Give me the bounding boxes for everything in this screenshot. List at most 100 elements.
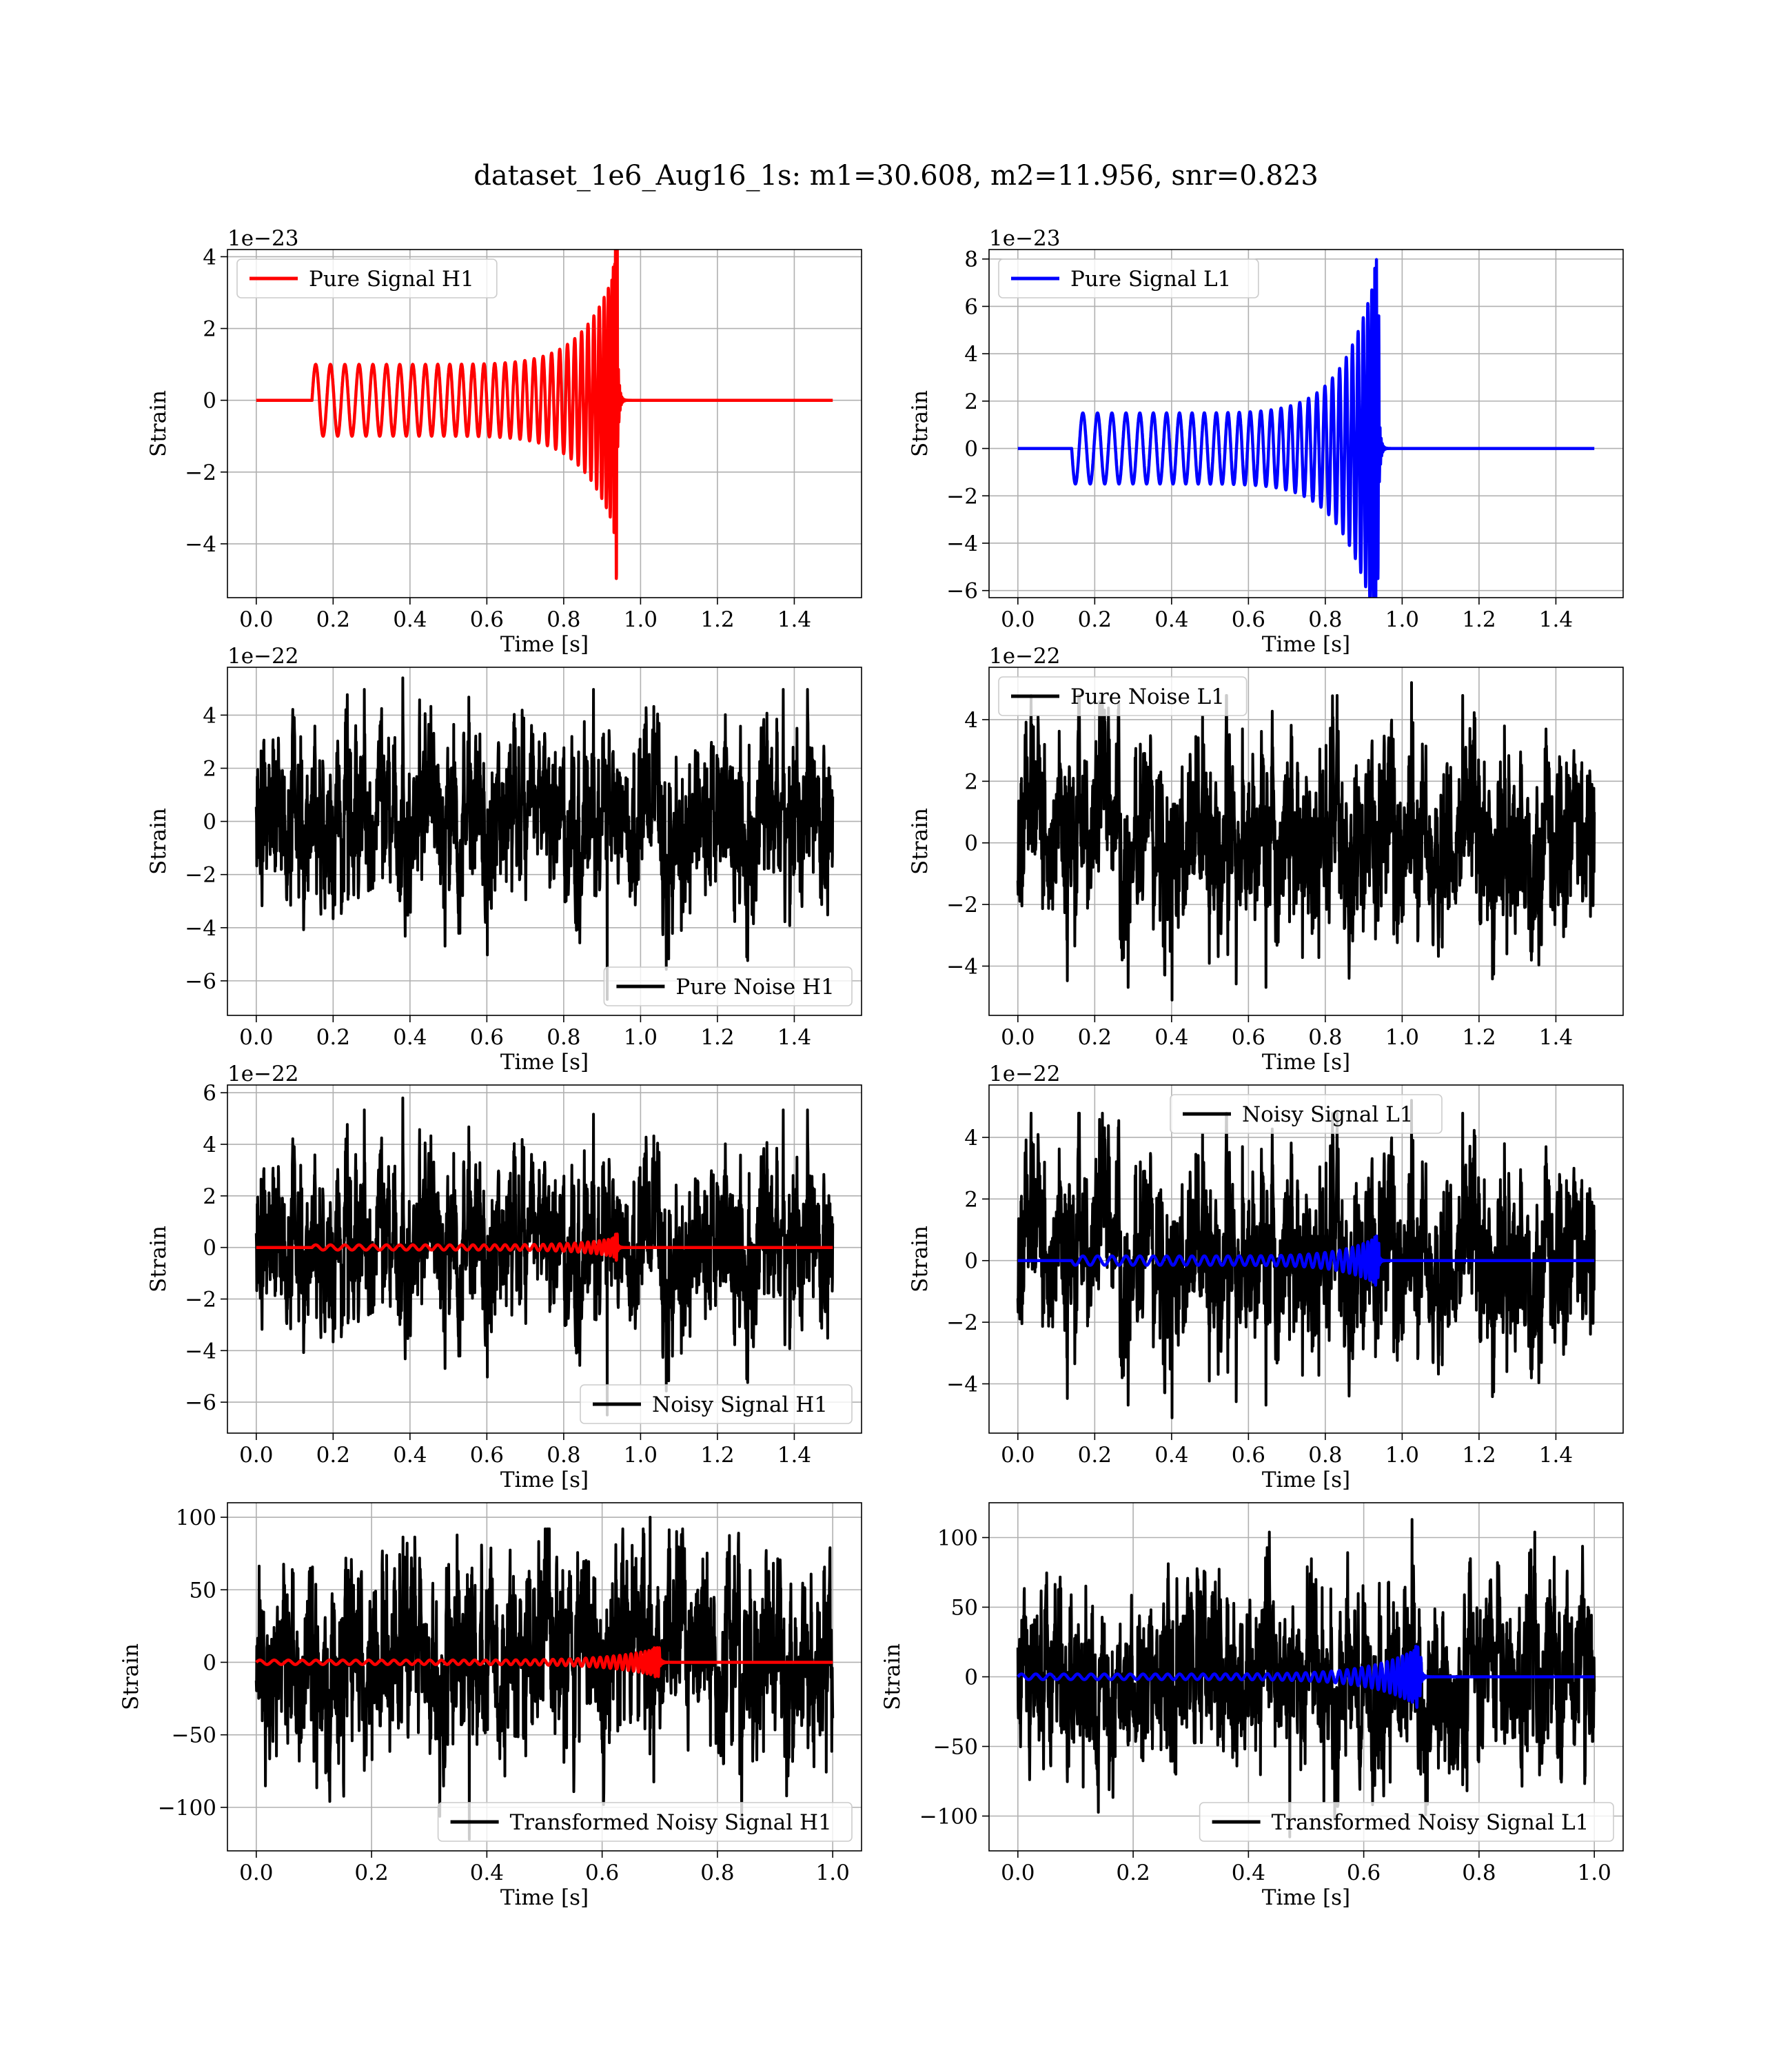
pure-noise-l1-ylabel: Strain: [908, 808, 933, 875]
pure-signal-h1-series-0-line: [256, 250, 835, 580]
pure-signal-l1-legend: Pure Signal L1: [998, 258, 1259, 298]
x-tick-label: 1.4: [777, 1443, 811, 1468]
transformed-noisy-signal-h1-legend: Transformed Noisy Signal H1: [437, 1802, 853, 1842]
noisy-signal-l1-legend: Noisy Signal L1: [1170, 1094, 1443, 1134]
x-tick-label: 1.2: [700, 607, 734, 632]
transformed-noisy-signal-h1-ylabel: Strain: [119, 1643, 143, 1710]
y-tick-label: 0: [203, 389, 216, 414]
y-tick-label: −6: [185, 1390, 216, 1415]
x-tick-label: 0.8: [1462, 1861, 1496, 1885]
pure-noise-h1-series-group: [254, 676, 835, 1001]
axes-layer: 0.0 0.2 0.4 0.6 0.8 1.0 1.2 1.4 −4 −2 0 2 4 Time [s] S…: [119, 226, 1624, 1910]
pure-noise-l1-xlabel: Time [s]: [1262, 1050, 1350, 1075]
y-tick-label: 6: [964, 294, 978, 319]
y-tick-label: 0: [203, 1236, 216, 1261]
y-tick-label: 0: [203, 1650, 216, 1675]
x-tick-label: 0.6: [470, 607, 504, 632]
legend-label: Pure Noise L1: [1070, 685, 1225, 709]
y-tick-label: −4: [946, 1372, 978, 1397]
noisy-signal-h1-series-1-line: [256, 1233, 835, 1262]
y-tick-label: 50: [951, 1596, 978, 1621]
legend-label: Noisy Signal H1: [652, 1392, 828, 1417]
x-tick-label: 1.0: [624, 607, 658, 632]
x-tick-label: 0.6: [1232, 1443, 1265, 1468]
transformed-noisy-signal-h1-series-group: [254, 1516, 835, 1841]
pure-noise-l1-series-0-line: [1016, 681, 1596, 1002]
y-tick-label: 2: [964, 769, 978, 794]
pure-signal-h1-legend: Pure Signal H1: [236, 258, 498, 298]
noisy-signal-h1-frame: [227, 1084, 862, 1434]
x-tick-label: 1.2: [1462, 1443, 1496, 1468]
transformed-noisy-signal-l1-ylabel: Strain: [880, 1643, 905, 1710]
legend-box: [437, 1802, 853, 1842]
y-tick-label: 0: [964, 1665, 978, 1690]
x-tick-label: 0.0: [239, 1861, 273, 1885]
legend-box: [998, 676, 1248, 716]
x-tick-label: 1.0: [1385, 607, 1419, 632]
x-tick-label: 0.2: [316, 1443, 350, 1468]
pure-signal-h1-ylabel: Strain: [146, 390, 171, 457]
noisy-signal-l1-offset-text: 1e−22: [989, 1062, 1061, 1086]
x-tick-label: 0.2: [1078, 607, 1112, 632]
noisy-signal-h1-series-group: [254, 1096, 835, 1417]
y-tick-label: −50: [933, 1735, 978, 1760]
pure-noise-h1-series-0-line: [254, 676, 835, 1001]
y-tick-label: 0: [203, 810, 216, 835]
x-tick-label: 1.4: [777, 1025, 811, 1050]
legend-box: [236, 258, 498, 298]
legend-box: [1170, 1094, 1443, 1134]
transformed-noisy-signal-l1-legend: Transformed Noisy Signal L1: [1199, 1802, 1614, 1842]
x-tick-label: 0.4: [1154, 1443, 1188, 1468]
y-tick-label: −2: [185, 460, 216, 485]
y-tick-label: −4: [185, 532, 216, 557]
transformed-noisy-signal-h1-series-1-line: [254, 1646, 835, 1679]
x-tick-label: 1.4: [1539, 1025, 1573, 1050]
y-tick-label: −6: [946, 579, 978, 604]
x-tick-label: 1.4: [777, 607, 811, 632]
transformed-noisy-signal-h1-axes: 0.0 0.2 0.4 0.6 0.8 1.0 −100 −50 0 50 100 Time [s] S…: [119, 1502, 862, 1910]
x-tick-label: 0.4: [1154, 1025, 1188, 1050]
x-tick-label: 0.8: [547, 607, 580, 632]
pure-signal-h1-series-group: [256, 250, 835, 580]
y-tick-label: 4: [964, 708, 978, 733]
x-tick-label: 0.0: [1001, 1025, 1035, 1050]
x-tick-label: 0.6: [1232, 1025, 1265, 1050]
x-tick-label: 0.2: [1078, 1025, 1112, 1050]
x-tick-label: 0.0: [239, 1443, 273, 1468]
y-tick-label: −100: [158, 1796, 216, 1821]
y-tick-label: 50: [190, 1578, 216, 1603]
noisy-signal-h1-series-0-line: [254, 1096, 835, 1417]
y-tick-label: −2: [946, 893, 978, 918]
x-tick-label: 1.2: [1462, 1025, 1496, 1050]
legend-label: Pure Signal L1: [1070, 267, 1231, 292]
x-tick-label: 0.2: [1078, 1443, 1112, 1468]
x-tick-label: 1.0: [624, 1025, 658, 1050]
pure-noise-h1-frame: [227, 667, 862, 1016]
pure-signal-l1-offset-text: 1e−23: [989, 226, 1061, 251]
y-tick-label: −2: [185, 863, 216, 888]
transformed-noisy-signal-l1-series-1-line: [1016, 1645, 1596, 1709]
pure-noise-l1-axes: 0.0 0.2 0.4 0.6 0.8 1.0 1.2 1.4 −4 −2 0 2 4 Time [s] S…: [908, 644, 1624, 1075]
y-tick-label: 0: [964, 831, 978, 856]
pure-signal-l1-series-0-line: [1017, 258, 1596, 598]
legend-label: Transformed Noisy Signal H1: [510, 1810, 832, 1835]
noisy-signal-h1-axes: 0.0 0.2 0.4 0.6 0.8 1.0 1.2 1.4 −6 −4 −2 0 2 4 6 Time […: [146, 1062, 862, 1492]
pure-noise-l1-frame: [988, 667, 1624, 1016]
transformed-noisy-signal-l1-xlabel: Time [s]: [1262, 1885, 1350, 1910]
x-tick-label: 1.4: [1539, 607, 1573, 632]
y-tick-label: 4: [203, 703, 216, 728]
x-tick-label: 0.8: [547, 1025, 580, 1050]
x-tick-label: 0.6: [470, 1025, 504, 1050]
noisy-signal-l1-series-1-line: [1017, 1234, 1596, 1287]
pure-signal-l1-series-group: [1017, 258, 1596, 598]
y-tick-label: 0: [964, 1249, 978, 1274]
legend-box: [580, 1384, 853, 1424]
noisy-signal-l1-xlabel: Time [s]: [1262, 1468, 1350, 1492]
x-tick-label: 0.6: [585, 1861, 619, 1885]
x-tick-label: 1.4: [1539, 1443, 1573, 1468]
y-tick-label: −100: [919, 1805, 978, 1829]
legend-box: [603, 966, 853, 1006]
y-tick-label: −6: [185, 969, 216, 994]
legend-box: [998, 258, 1259, 298]
